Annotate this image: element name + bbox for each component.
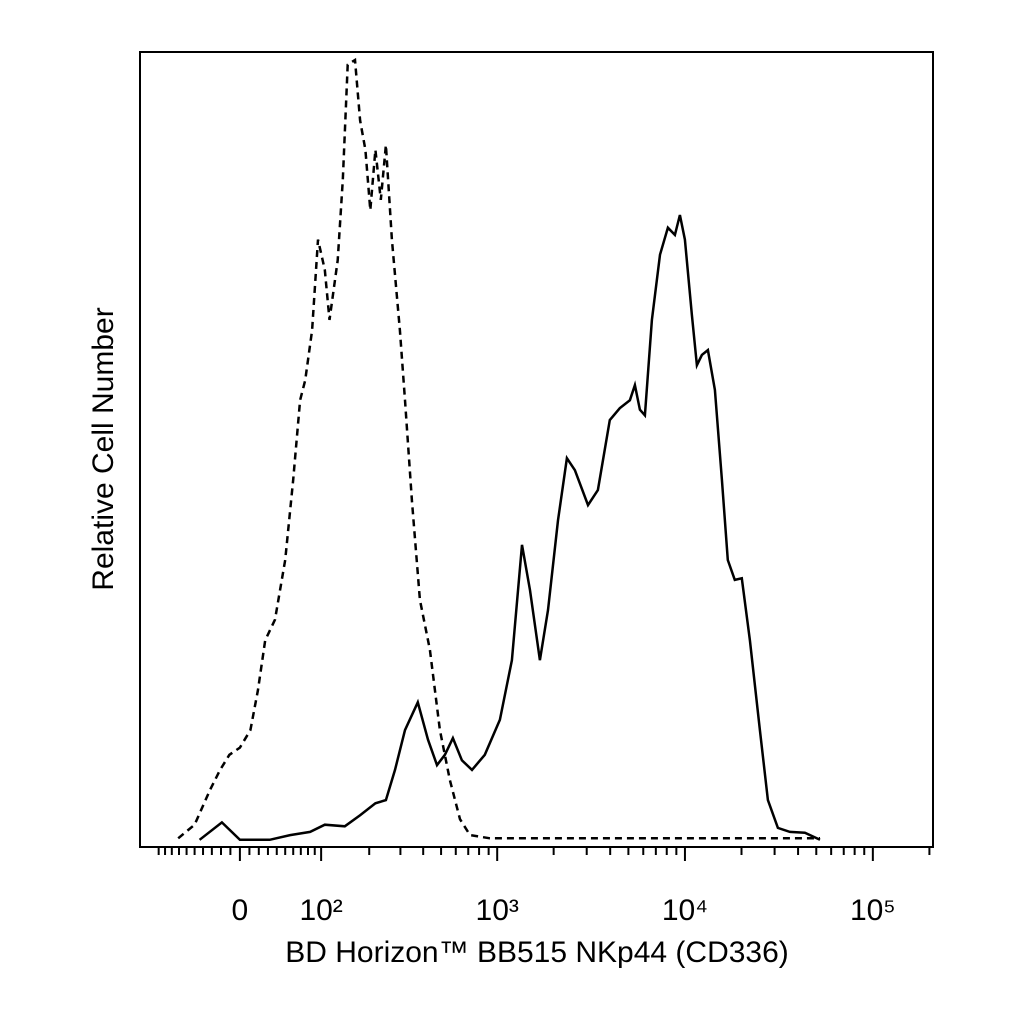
y-axis-label: Relative Cell Number bbox=[87, 307, 120, 590]
x-tick-label: 0 bbox=[232, 894, 249, 927]
histogram-line bbox=[177, 57, 820, 840]
x-tick-label: 10⁴ bbox=[662, 894, 708, 927]
x-tick-label: 10² bbox=[299, 894, 342, 927]
x-axis-label: BD Horizon™ BB515 NKp44 (CD336) bbox=[285, 936, 789, 969]
x-tick-label: 10³ bbox=[476, 894, 519, 927]
x-tick-label: 10⁵ bbox=[850, 894, 896, 927]
plot-frame bbox=[139, 51, 934, 848]
histogram-line bbox=[198, 214, 821, 842]
